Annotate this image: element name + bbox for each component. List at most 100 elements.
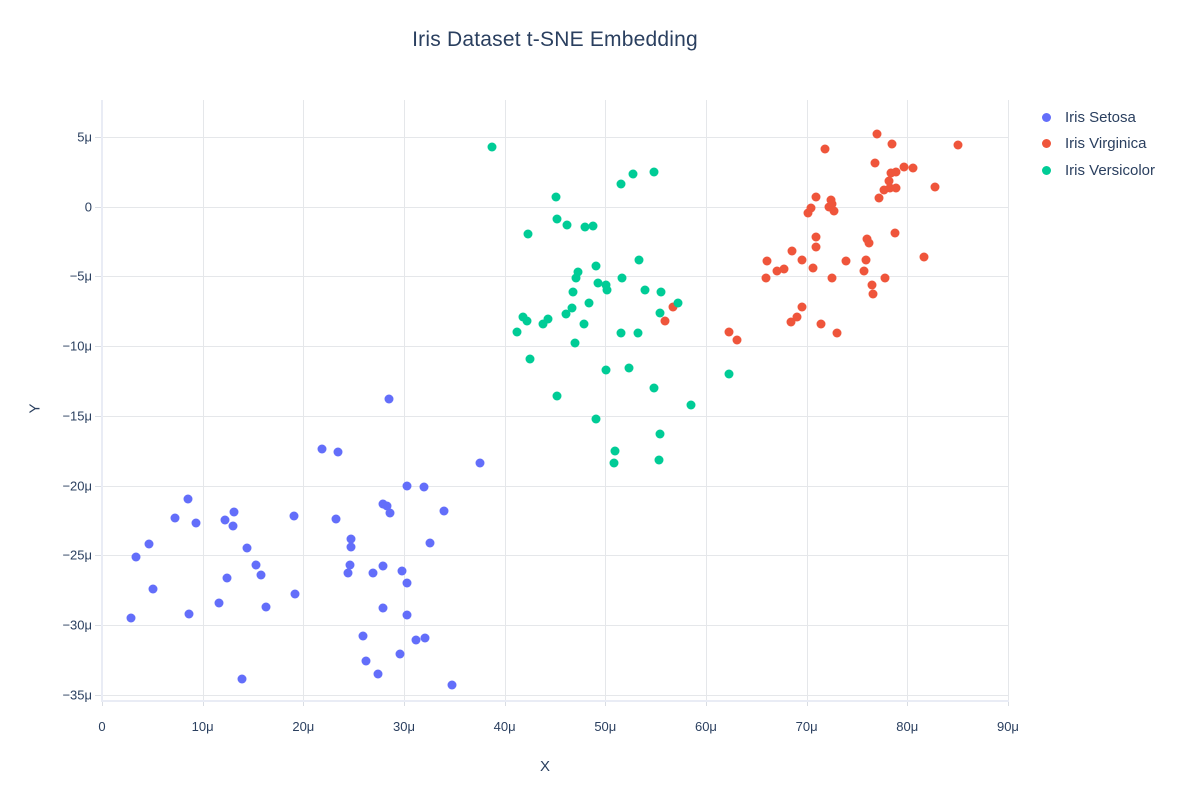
data-point[interactable] [609, 458, 619, 468]
data-point[interactable] [570, 338, 580, 348]
data-point[interactable] [616, 328, 626, 338]
data-point[interactable] [792, 312, 802, 322]
data-point[interactable] [762, 256, 772, 266]
data-point[interactable] [242, 543, 252, 553]
data-point[interactable] [346, 542, 356, 552]
data-point[interactable] [256, 570, 266, 580]
data-point[interactable] [384, 394, 394, 404]
data-point[interactable] [633, 328, 642, 338]
data-point[interactable] [879, 185, 889, 195]
data-point[interactable] [649, 167, 659, 177]
data-point[interactable] [525, 354, 535, 364]
data-point[interactable] [229, 507, 239, 517]
data-point[interactable] [343, 568, 353, 578]
data-point[interactable] [624, 363, 634, 373]
data-point[interactable] [170, 513, 180, 523]
data-point[interactable] [870, 158, 880, 168]
data-point[interactable] [144, 539, 154, 549]
data-point[interactable] [419, 482, 429, 492]
data-point[interactable] [573, 267, 583, 277]
data-point[interactable] [580, 222, 590, 232]
data-point[interactable] [183, 494, 193, 504]
data-point[interactable] [378, 561, 388, 571]
data-point[interactable] [382, 501, 392, 511]
data-point[interactable] [660, 316, 670, 326]
data-point[interactable] [562, 220, 572, 230]
data-point[interactable] [864, 238, 874, 248]
data-point[interactable] [237, 674, 247, 684]
data-point[interactable] [543, 314, 553, 324]
data-point[interactable] [859, 266, 869, 276]
data-point[interactable] [228, 521, 238, 531]
data-point[interactable] [634, 255, 644, 264]
data-point[interactable] [402, 578, 412, 588]
data-point[interactable] [402, 481, 412, 490]
data-point[interactable] [220, 515, 230, 525]
data-point[interactable] [891, 183, 901, 193]
data-point[interactable] [610, 446, 620, 456]
data-point[interactable] [317, 444, 327, 454]
data-point[interactable] [787, 246, 797, 256]
data-point[interactable] [654, 455, 664, 465]
data-point[interactable] [358, 631, 368, 641]
data-point[interactable] [345, 560, 355, 570]
data-point[interactable] [214, 598, 224, 608]
data-point[interactable] [447, 680, 457, 690]
legend-item-iris-versicolor[interactable]: Iris Versicolor [1036, 157, 1155, 184]
data-point[interactable] [425, 538, 435, 548]
data-point[interactable] [368, 568, 378, 578]
data-point[interactable] [668, 302, 678, 312]
data-point[interactable] [522, 316, 532, 326]
data-point[interactable] [655, 308, 665, 318]
data-point[interactable] [891, 167, 901, 177]
data-point[interactable] [616, 179, 626, 189]
data-point[interactable] [378, 603, 388, 613]
data-point[interactable] [361, 656, 371, 666]
data-point[interactable] [673, 298, 683, 308]
data-point[interactable] [420, 633, 430, 643]
data-point[interactable] [588, 221, 598, 231]
data-point[interactable] [385, 508, 395, 518]
data-point[interactable] [552, 214, 562, 224]
data-point[interactable] [584, 298, 594, 308]
data-point[interactable] [373, 669, 383, 679]
data-point[interactable] [261, 602, 271, 612]
data-point[interactable] [617, 273, 627, 283]
data-point[interactable] [686, 400, 696, 410]
data-point[interactable] [724, 327, 734, 337]
data-point[interactable] [832, 328, 842, 338]
data-point[interactable] [732, 335, 742, 345]
data-point[interactable] [148, 584, 158, 594]
data-point[interactable] [628, 169, 638, 179]
data-point[interactable] [724, 369, 734, 379]
data-point[interactable] [908, 163, 918, 173]
data-point[interactable] [290, 589, 300, 599]
data-point[interactable] [886, 168, 896, 178]
data-point[interactable] [779, 264, 789, 274]
data-point[interactable] [552, 391, 562, 401]
data-point[interactable] [890, 228, 900, 238]
data-point[interactable] [761, 273, 771, 283]
data-point[interactable] [811, 192, 821, 202]
data-point[interactable] [811, 242, 821, 252]
data-point[interactable] [797, 255, 807, 264]
data-point[interactable] [884, 176, 894, 186]
legend-item-iris-virginica[interactable]: Iris Virginica [1036, 131, 1155, 158]
data-point[interactable] [487, 142, 497, 151]
data-point[interactable] [806, 203, 816, 213]
data-point[interactable] [803, 208, 813, 218]
data-point[interactable] [820, 144, 830, 154]
data-point[interactable] [567, 303, 577, 313]
data-point[interactable] [811, 232, 821, 242]
data-point[interactable] [874, 193, 884, 203]
data-point[interactable] [816, 319, 826, 329]
data-point[interactable] [397, 566, 407, 576]
data-point[interactable] [868, 289, 878, 299]
data-point[interactable] [885, 183, 895, 193]
data-point[interactable] [827, 273, 837, 283]
data-point[interactable] [593, 278, 603, 288]
data-point[interactable] [551, 192, 561, 202]
data-point[interactable] [887, 139, 897, 149]
data-point[interactable] [930, 182, 940, 192]
data-point[interactable] [333, 447, 343, 457]
